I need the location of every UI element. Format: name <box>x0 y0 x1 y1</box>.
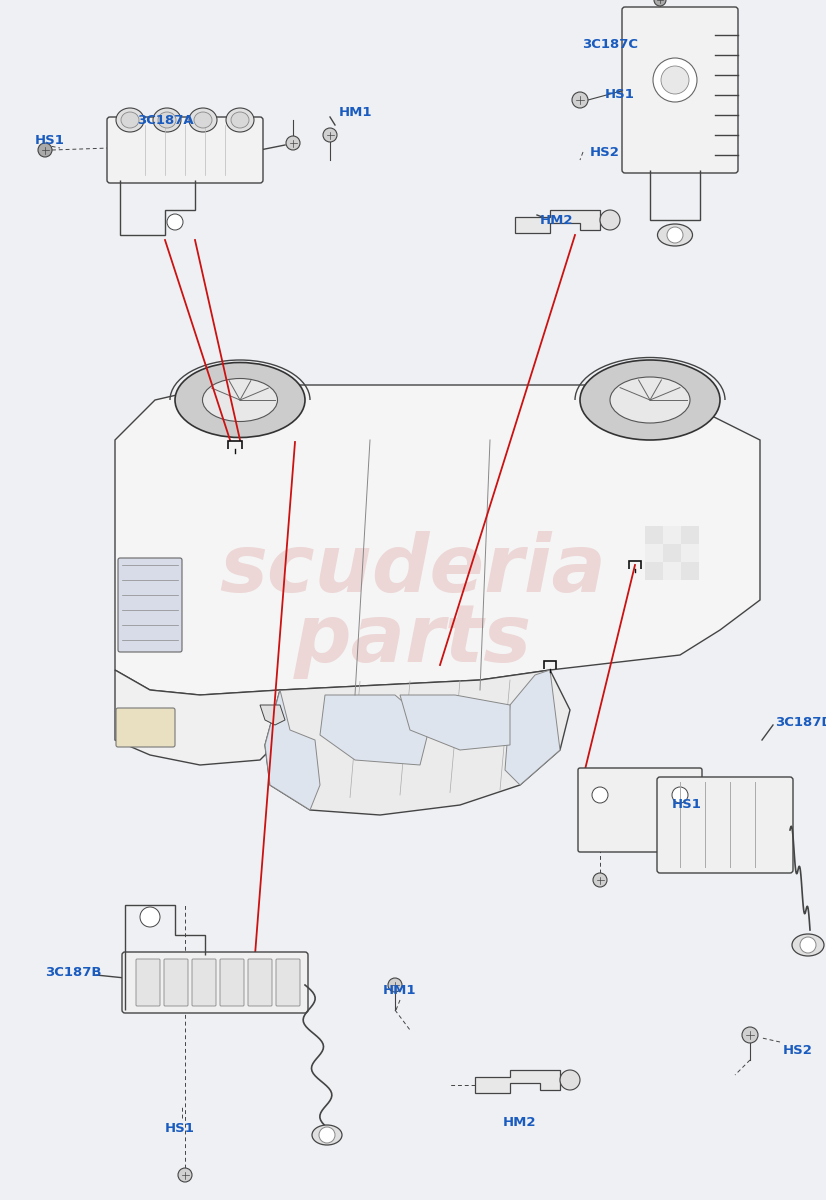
Bar <box>663 526 681 544</box>
Circle shape <box>742 1027 758 1043</box>
Bar <box>645 562 663 580</box>
Ellipse shape <box>202 378 278 421</box>
Ellipse shape <box>116 108 144 132</box>
Circle shape <box>167 214 183 230</box>
Text: 3C187B: 3C187B <box>45 966 102 978</box>
Bar <box>645 526 663 544</box>
Polygon shape <box>320 695 430 766</box>
FancyBboxPatch shape <box>578 768 702 852</box>
Ellipse shape <box>158 112 176 128</box>
Circle shape <box>592 787 608 803</box>
Polygon shape <box>260 704 285 725</box>
Ellipse shape <box>194 112 212 128</box>
Circle shape <box>661 66 689 94</box>
FancyBboxPatch shape <box>118 558 182 652</box>
Bar <box>681 544 699 562</box>
Bar <box>663 544 681 562</box>
Circle shape <box>286 136 300 150</box>
Circle shape <box>600 210 620 230</box>
Polygon shape <box>505 670 560 785</box>
FancyBboxPatch shape <box>122 952 308 1013</box>
Text: HM2: HM2 <box>503 1116 537 1128</box>
Text: HS2: HS2 <box>590 145 620 158</box>
Ellipse shape <box>231 112 249 128</box>
Circle shape <box>560 1070 580 1090</box>
FancyBboxPatch shape <box>164 959 188 1006</box>
Polygon shape <box>115 670 290 766</box>
Circle shape <box>653 58 697 102</box>
Circle shape <box>38 143 52 157</box>
Text: HM1: HM1 <box>383 984 417 996</box>
Ellipse shape <box>657 224 692 246</box>
Ellipse shape <box>121 112 139 128</box>
FancyBboxPatch shape <box>657 778 793 874</box>
Circle shape <box>654 0 666 6</box>
Circle shape <box>319 1127 335 1142</box>
Ellipse shape <box>580 360 720 440</box>
Bar <box>663 562 681 580</box>
Circle shape <box>672 787 688 803</box>
Polygon shape <box>265 670 570 815</box>
Ellipse shape <box>175 362 305 438</box>
Circle shape <box>800 937 816 953</box>
Text: HS1: HS1 <box>605 89 635 102</box>
Text: HS2: HS2 <box>783 1044 813 1056</box>
Text: parts: parts <box>294 601 532 679</box>
Ellipse shape <box>189 108 217 132</box>
Polygon shape <box>475 1070 560 1093</box>
Text: HS1: HS1 <box>35 133 65 146</box>
Ellipse shape <box>312 1126 342 1145</box>
Ellipse shape <box>610 377 690 422</box>
Text: HS1: HS1 <box>165 1122 195 1134</box>
Circle shape <box>323 128 337 142</box>
Polygon shape <box>265 690 320 810</box>
FancyBboxPatch shape <box>248 959 272 1006</box>
FancyBboxPatch shape <box>220 959 244 1006</box>
FancyBboxPatch shape <box>192 959 216 1006</box>
Text: 3C187C: 3C187C <box>582 38 638 52</box>
Text: HS1: HS1 <box>672 798 702 811</box>
Polygon shape <box>115 385 760 695</box>
FancyBboxPatch shape <box>276 959 300 1006</box>
Bar <box>681 526 699 544</box>
Text: 3C187D: 3C187D <box>775 715 826 728</box>
Circle shape <box>140 907 160 926</box>
Circle shape <box>593 874 607 887</box>
Bar <box>645 544 663 562</box>
Text: HM2: HM2 <box>540 214 573 227</box>
Text: 3C187A: 3C187A <box>136 114 193 126</box>
Polygon shape <box>400 695 510 750</box>
FancyBboxPatch shape <box>622 7 738 173</box>
FancyBboxPatch shape <box>107 116 263 182</box>
Circle shape <box>572 92 588 108</box>
Circle shape <box>178 1168 192 1182</box>
FancyBboxPatch shape <box>116 708 175 746</box>
Text: scuderia: scuderia <box>220 530 606 608</box>
Ellipse shape <box>226 108 254 132</box>
Bar <box>681 562 699 580</box>
FancyBboxPatch shape <box>136 959 160 1006</box>
Ellipse shape <box>792 934 824 956</box>
Circle shape <box>388 978 402 992</box>
Polygon shape <box>515 210 600 233</box>
Circle shape <box>667 227 683 242</box>
Ellipse shape <box>153 108 181 132</box>
Text: HM1: HM1 <box>339 106 372 119</box>
